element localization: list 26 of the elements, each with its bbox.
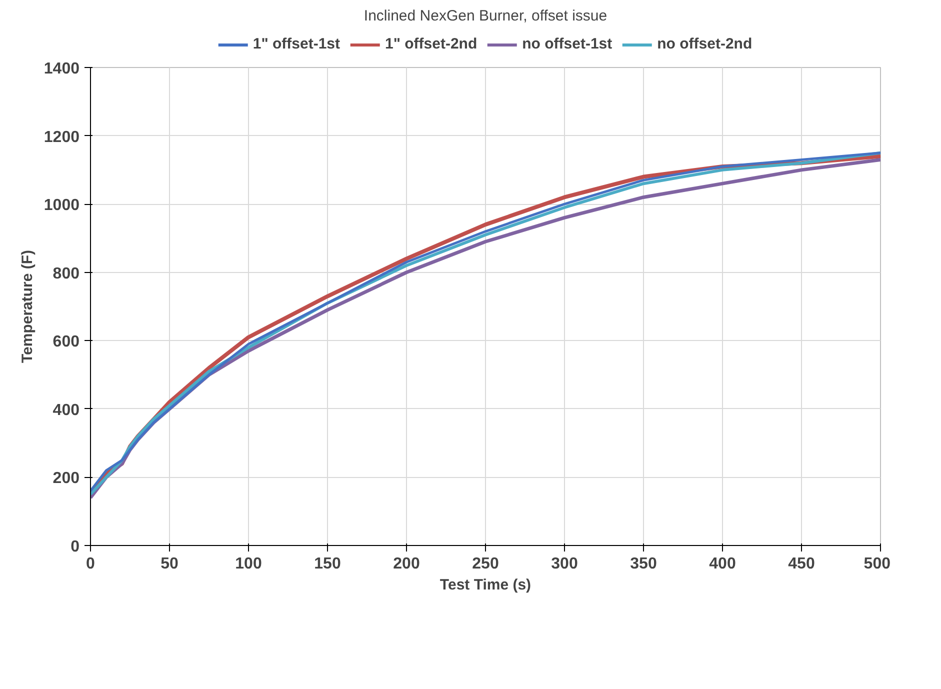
x-tick-label: 200 <box>393 556 420 572</box>
x-tick-label: 250 <box>472 556 499 572</box>
y-axis-title: Temperature (F) <box>18 250 36 364</box>
y-tick-label: 800 <box>52 265 80 282</box>
legend-label: 1" offset-2nd <box>385 36 478 52</box>
y-tick-label: 1000 <box>44 197 80 214</box>
x-tick-label: 500 <box>864 556 891 572</box>
x-tick-label: 300 <box>551 556 578 572</box>
x-tick-label: 0 <box>86 556 96 572</box>
legend-label: no offset-1st <box>522 36 612 52</box>
x-tick-label: 350 <box>630 556 657 572</box>
legend-label: no offset-2nd <box>657 36 752 52</box>
x-tick-label: 400 <box>709 556 736 572</box>
legend-label: 1" offset-1st <box>252 36 340 52</box>
y-tick-label: 0 <box>70 538 80 556</box>
y-tick-label: 600 <box>52 334 80 351</box>
y-tick-label: 400 <box>52 402 80 419</box>
y-tick-label: 1200 <box>44 128 80 146</box>
x-tick-label: 150 <box>314 556 341 572</box>
y-tick-label: 200 <box>52 470 80 488</box>
y-tick-label: 1400 <box>44 60 80 78</box>
x-axis-title: Test Time (s) <box>440 576 532 594</box>
x-tick-label: 100 <box>235 556 262 572</box>
x-tick-label: 50 <box>160 556 178 572</box>
x-tick-label: 450 <box>788 556 815 572</box>
chart-title: Inclined NexGen Burner, offset issue <box>364 8 608 24</box>
